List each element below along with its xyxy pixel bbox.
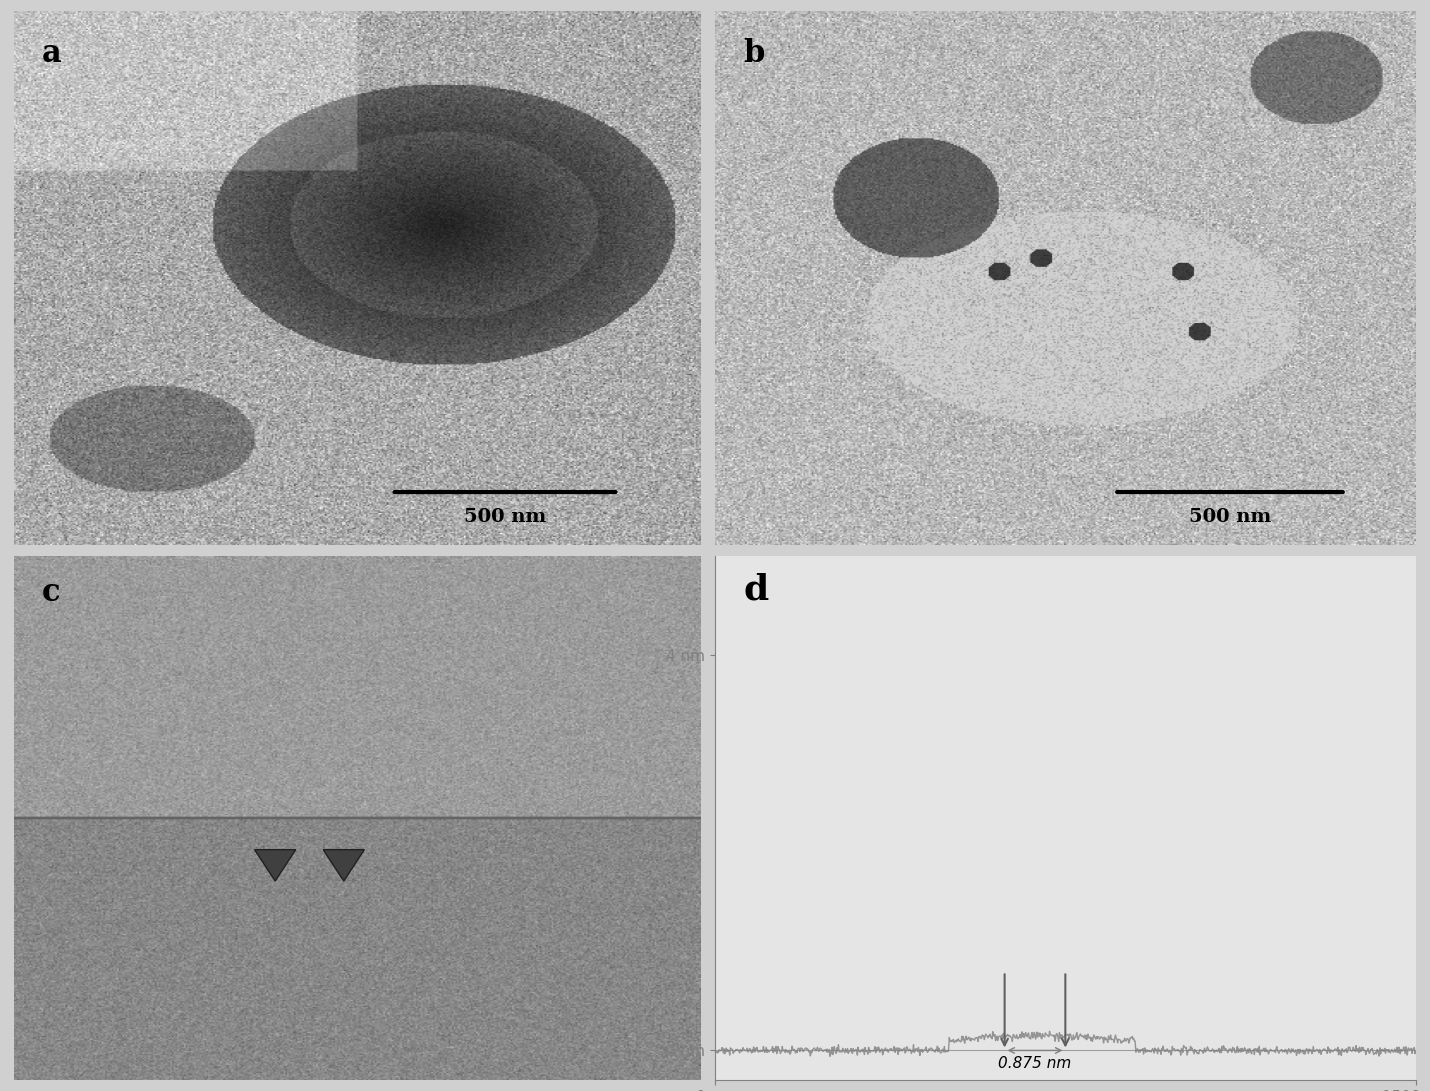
Polygon shape <box>323 850 365 882</box>
Text: 0.875 nm: 0.875 nm <box>998 1056 1071 1071</box>
Text: 500 nm: 500 nm <box>463 508 546 526</box>
Text: c: c <box>41 577 60 609</box>
Text: 500 nm: 500 nm <box>1188 508 1271 526</box>
Polygon shape <box>255 850 296 882</box>
Text: a: a <box>41 38 61 69</box>
Text: d: d <box>744 572 768 607</box>
Text: b: b <box>744 38 765 69</box>
